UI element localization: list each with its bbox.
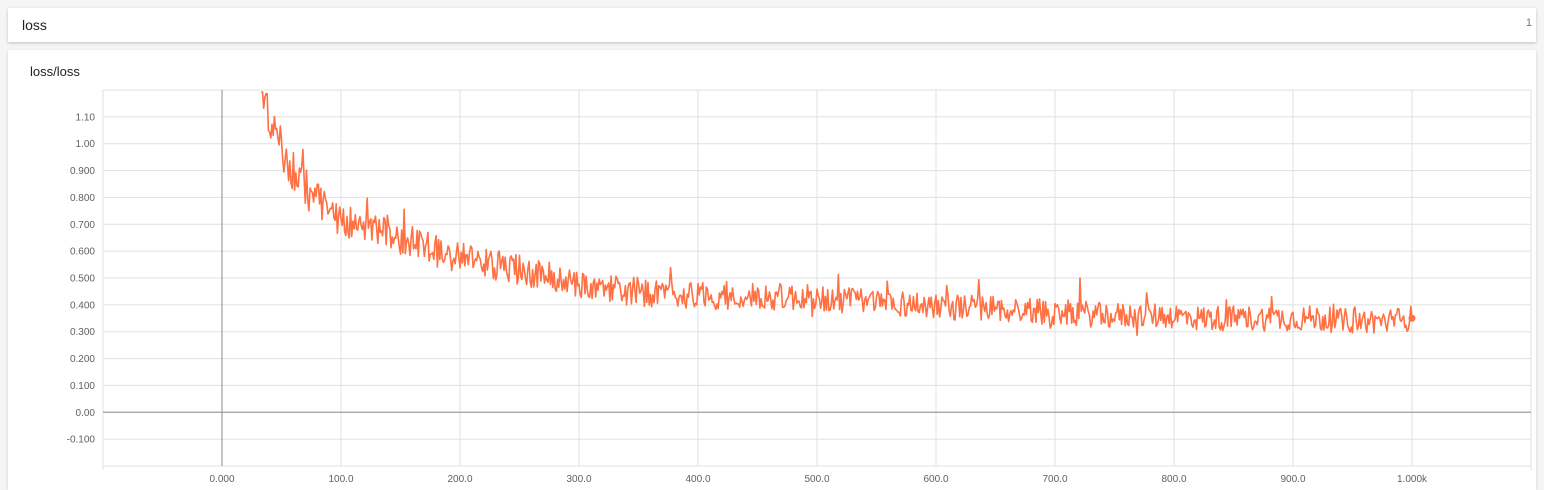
y-tick-label: 1.10: [76, 112, 96, 123]
y-tick-label: 0.800: [70, 193, 95, 204]
x-tick-label: 400.0: [685, 474, 710, 485]
x-tick-label: 300.0: [566, 474, 591, 485]
y-tick-label: 0.600: [70, 247, 95, 258]
x-tick-label: 900.0: [1280, 474, 1305, 485]
y-tick-label: -0.100: [67, 435, 96, 446]
line-chart[interactable]: 0.000 100.0 200.0 300.0 400.0 500.0 600.0 700.0…: [8, 50, 1536, 490]
y-tick-label: 0.400: [70, 300, 95, 311]
y-tick-label: 0.500: [70, 274, 95, 285]
axis-layer: [103, 90, 1531, 466]
run-group-title: loss: [22, 17, 47, 33]
run-group-header[interactable]: loss 1: [8, 8, 1536, 42]
x-tick-label: 800.0: [1161, 474, 1186, 485]
series-end-point[interactable]: [1408, 314, 1416, 322]
grid-layer: [102, 89, 1532, 470]
y-tick-label: 0.300: [70, 327, 95, 338]
y-tick-label: 0.100: [70, 381, 95, 392]
y-tick-label: 0.700: [70, 220, 95, 231]
tick-label-layer: 0.000 100.0 200.0 300.0 400.0 500.0 600.0 700.0…: [67, 112, 1428, 485]
x-tick-label: 600.0: [923, 474, 948, 485]
y-tick-label: 0.200: [70, 354, 95, 365]
x-tick-label: 100.0: [328, 474, 353, 485]
chart-count-badge: 1: [1525, 17, 1532, 29]
x-tick-label: 0.000: [209, 474, 234, 485]
loss-series-line[interactable]: [260, 90, 1413, 337]
series-layer: [260, 90, 1416, 337]
x-tick-label: 1.000k: [1397, 474, 1428, 485]
y-tick-label: 0.00: [76, 408, 96, 419]
x-tick-label: 700.0: [1042, 474, 1067, 485]
x-tick-label: 500.0: [804, 474, 829, 485]
chart-title: loss/loss: [30, 64, 80, 79]
y-tick-label: 1.00: [76, 139, 96, 150]
x-tick-label: 200.0: [447, 474, 472, 485]
y-tick-label: 0.900: [70, 166, 95, 177]
chart-card: loss/loss 0.000 100.0 200.0 300.0 400.0 500.0…: [8, 50, 1536, 490]
